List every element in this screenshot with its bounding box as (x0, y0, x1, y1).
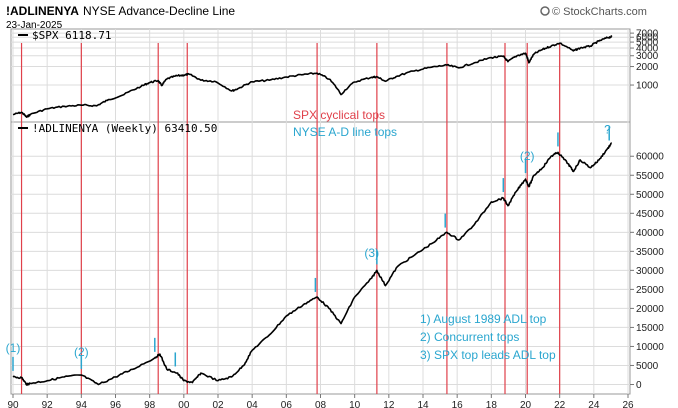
note-2: 2) Concurrent tops (420, 330, 519, 344)
adl-legend: !ADLINENYA (Weekly) 63410.50 (18, 122, 217, 135)
spx-tick-label: 6000 (636, 33, 659, 44)
adl-legend-text: !ADLINENYA (Weekly) 63410.50 (32, 122, 217, 135)
note-1: 1) August 1989 ADL top (420, 312, 547, 326)
spx-tick-label: 3000 (636, 51, 659, 62)
note-3: 3) SPX top leads ADL top (420, 348, 556, 362)
spx-tick-label: 2000 (636, 62, 659, 73)
adl-tick-label: 60000 (636, 152, 664, 163)
x-tick-label: 22 (554, 400, 566, 408)
x-tick-label: 14 (417, 400, 429, 408)
chart-symbol: !ADLINENYA (6, 4, 79, 18)
spx-legend: $SPX 6118.71 (18, 29, 111, 42)
annotation-label: (2) (520, 149, 535, 163)
x-tick-label: 26 (622, 400, 634, 408)
x-tick-label: 24 (588, 400, 600, 408)
adl-tick-label: 0 (636, 380, 642, 391)
spx-tick-label: 7000 (636, 29, 659, 40)
adl-tick-label: 25000 (636, 285, 664, 296)
x-tick-label: 18 (486, 400, 498, 408)
adl-series-layer (12, 142, 613, 386)
y-axis-layer: 1000200030004000500060007000050001000015… (630, 29, 664, 391)
adl-tick-label: 15000 (636, 323, 664, 334)
blue-marks-layer (12, 126, 610, 371)
x-tick-label: 92 (42, 400, 54, 408)
annotation-labels: (1) (2) (3) (2)? (6, 122, 611, 359)
x-tick-label: 16 (452, 400, 464, 408)
spx-tick-label: 5000 (636, 38, 659, 49)
x-tick-label: 96 (110, 400, 122, 408)
spx-legend-text: $SPX 6118.71 (32, 29, 111, 42)
adl-tick-label: 10000 (636, 342, 664, 353)
adl-tick-label: 45000 (636, 209, 664, 220)
stockcharts-logo: © StockCharts.com (540, 6, 647, 18)
blue-annotation-title: NYSE A-D line tops (293, 125, 397, 139)
red-lines-layer (20, 43, 561, 394)
adl-tick-label: 35000 (636, 247, 664, 258)
adl-tick-label: 30000 (636, 266, 664, 277)
adl-tick-label: 55000 (636, 171, 664, 182)
x-tick-label: 04 (247, 400, 259, 408)
annotation-label: (1) (6, 341, 21, 355)
x-tick-label: 20 (520, 400, 532, 408)
x-axis-layer: 90 92 94 96 98 00 02 04 06 08 10 12 14 16 18 20 22 24 26 (7, 394, 634, 408)
chart-name: NYSE Advance-Decline Line (83, 4, 235, 18)
adl-tick-label: 20000 (636, 304, 664, 315)
adl-tick-label: 40000 (636, 228, 664, 239)
annotation-label: (2) (74, 345, 89, 359)
x-tick-label: 00 (178, 400, 190, 408)
annotation-label: (3) (364, 246, 379, 260)
adl-tick-label: 50000 (636, 190, 664, 201)
x-tick-label: 12 (383, 400, 395, 408)
x-tick-label: 94 (76, 400, 88, 408)
spx-tick-label: 1000 (636, 81, 659, 92)
spx-series-layer (12, 35, 613, 118)
x-tick-label: 08 (315, 400, 327, 408)
grid-layer (11, 29, 630, 394)
spx-tick-label: 4000 (636, 44, 659, 55)
red-annotation-title: SPX cyclical tops (293, 108, 385, 122)
x-tick-label: 90 (7, 400, 19, 408)
annotation-label: ? (604, 122, 611, 136)
x-tick-label: 98 (144, 400, 156, 408)
x-tick-label: 06 (281, 400, 293, 408)
x-tick-label: 02 (212, 400, 224, 408)
spx-line (12, 35, 613, 118)
adl-tick-label: 5000 (636, 361, 659, 372)
logo-text: © StockCharts.com (552, 6, 647, 18)
x-tick-label: 10 (349, 400, 361, 408)
adl-line (12, 142, 613, 386)
chart-date: 23-Jan-2025 (6, 20, 63, 31)
